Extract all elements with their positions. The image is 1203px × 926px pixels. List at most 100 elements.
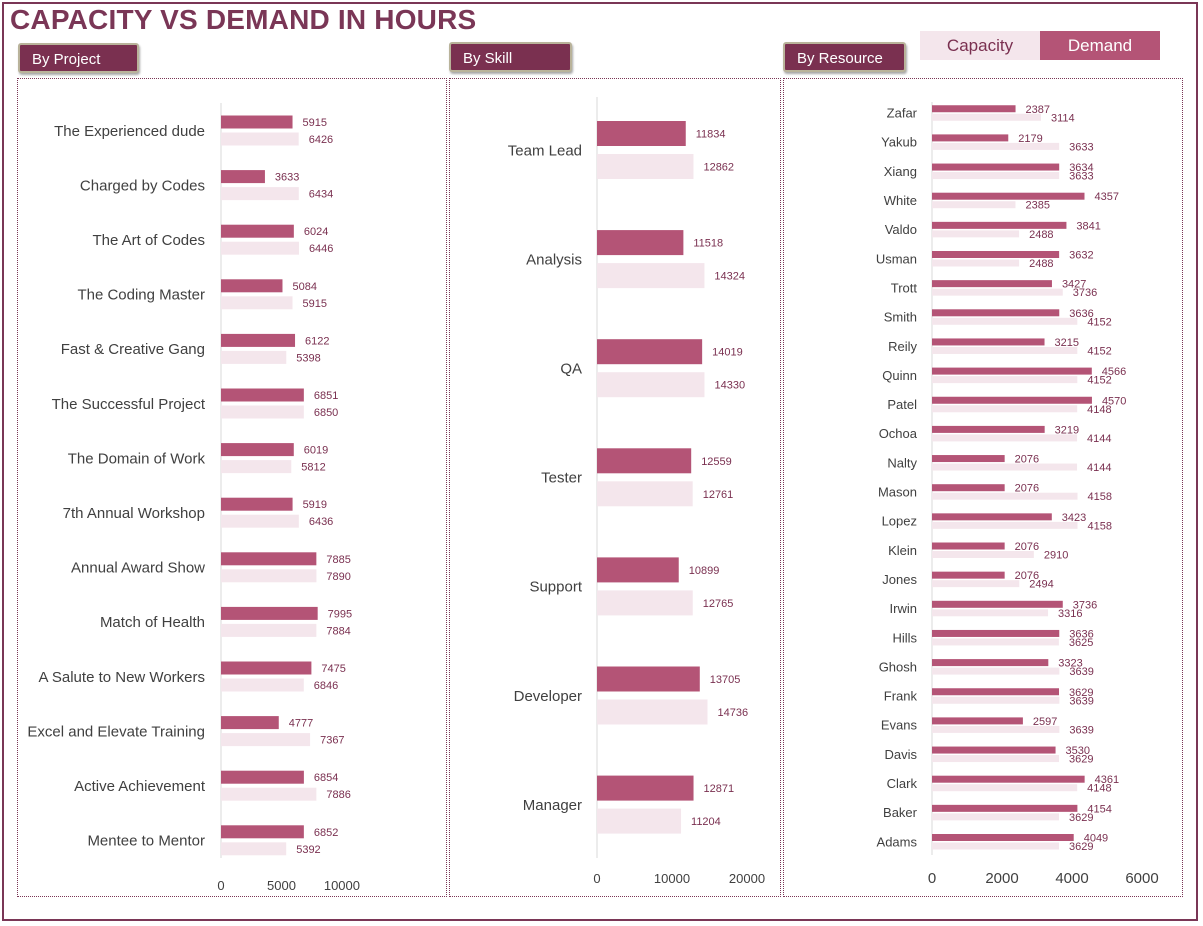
resource-capacity-value-label: 2488 [1029,258,1053,270]
resource-x-tick-label: 6000 [1125,870,1158,887]
resource-chart-panel [783,78,1183,897]
skill-demand-bar [597,230,684,256]
resource-capacity-bar [932,230,1020,238]
resource-category-label: Ochoa [879,426,918,441]
project-category-label: A Salute to New Workers [39,669,205,686]
by-resource-button[interactable]: By Resource [783,42,906,72]
skill-category-label: Developer [514,688,582,705]
resource-capacity-bar [932,259,1020,267]
resource-capacity-value-label: 4158 [1088,491,1112,503]
resource-demand-value-label: 3632 [1069,250,1093,262]
project-category-label: The Experienced dude [54,123,205,140]
project-demand-bar [221,170,265,184]
resource-capacity-bar [932,580,1020,588]
resource-category-label: Quinn [882,368,917,383]
resource-capacity-value-label: 4152 [1087,345,1111,357]
project-category-label: The Successful Project [52,396,206,413]
resource-category-label: Baker [883,805,918,820]
resource-capacity-value-label: 4144 [1087,462,1111,474]
resource-capacity-bar [932,463,1078,471]
resource-demand-bar [932,367,1092,375]
project-demand-bar [221,443,294,457]
resource-demand-bar [932,600,1063,608]
project-capacity-bar [221,350,287,364]
resource-demand-value-label: 2597 [1033,716,1057,728]
skill-capacity-value-label: 14330 [714,380,745,392]
resource-demand-bar [932,192,1085,200]
project-capacity-value-label: 6436 [309,516,333,528]
project-demand-value-label: 7885 [326,554,350,566]
project-capacity-value-label: 5398 [296,352,320,364]
resource-capacity-value-label: 3639 [1069,666,1093,678]
skill-demand-value-label: 11518 [693,238,723,250]
resource-capacity-bar [932,725,1060,733]
resource-capacity-bar [932,288,1063,296]
project-category-label: Charged by Codes [80,177,205,194]
skill-capacity-value-label: 14324 [714,271,745,283]
resource-demand-bar [932,221,1067,229]
resource-capacity-value-label: 3114 [1051,112,1075,124]
skill-capacity-value-label: 12765 [703,598,734,610]
resource-demand-bar [932,629,1060,637]
resource-category-label: Patel [887,397,917,412]
resource-demand-bar [932,338,1045,346]
resource-category-label: Hills [892,630,917,645]
resource-capacity-bar [932,434,1078,442]
resource-demand-value-label: 3634 [1069,162,1093,174]
legend-demand-button[interactable]: Demand [1040,31,1160,60]
resource-category-label: Smith [884,310,917,325]
resource-demand-bar [932,251,1060,258]
skill-category-label: Analysis [526,251,582,268]
resource-capacity-value-label: 4152 [1087,316,1111,328]
resource-capacity-bar [932,376,1078,384]
skill-x-tick-label: 20000 [729,871,765,886]
project-capacity-bar [221,187,299,201]
by-skill-button[interactable]: By Skill [449,42,572,72]
project-capacity-value-label: 6434 [309,189,333,201]
project-capacity-bar [221,296,293,310]
resource-demand-value-label: 4357 [1094,191,1118,203]
skill-category-label: QA [560,360,582,377]
resource-capacity-value-label: 4152 [1087,375,1111,387]
resource-category-label: Zafar [887,106,918,121]
resource-demand-bar [932,280,1052,288]
project-demand-value-label: 6852 [314,827,338,839]
resource-capacity-value-label: 4148 [1087,404,1111,416]
by-project-button[interactable]: By Project [18,43,139,73]
resource-capacity-bar [932,405,1078,413]
project-category-label: Excel and Elevate Training [27,723,205,740]
resource-category-label: White [884,193,917,208]
resource-capacity-bar [932,142,1060,150]
skill-category-label: Tester [541,470,582,487]
project-x-tick-label: 0 [217,878,224,893]
resource-capacity-value-label: 3639 [1069,724,1093,736]
resource-category-label: Trott [891,280,918,295]
resource-demand-bar [932,542,1005,550]
skill-demand-bar [597,121,686,146]
resource-demand-bar [932,571,1005,579]
skill-demand-value-label: 14019 [712,347,743,359]
project-capacity-value-label: 6426 [309,134,333,146]
resource-demand-bar [932,105,1016,113]
skill-x-tick-label: 0 [593,871,600,886]
resource-capacity-bar [932,113,1041,121]
project-demand-bar [221,279,283,293]
resource-demand-value-label: 3323 [1058,658,1082,670]
project-demand-bar [221,552,317,566]
skill-demand-value-label: 10899 [689,565,720,577]
project-demand-value-label: 7475 [321,663,345,675]
resource-demand-value-label: 3636 [1069,628,1093,640]
resource-capacity-bar [932,755,1060,763]
resource-category-label: Nalty [887,455,917,470]
resource-demand-bar [932,659,1049,667]
resource-capacity-bar [932,696,1060,704]
resource-capacity-value-label: 3633 [1069,141,1093,153]
skill-capacity-value-label: 12761 [703,489,734,501]
resource-demand-bar [932,513,1052,521]
resource-category-label: Clark [887,776,918,791]
legend-capacity-button[interactable]: Capacity [920,31,1040,60]
project-category-label: Annual Award Show [71,560,205,577]
resource-demand-bar [932,775,1085,783]
skill-demand-value-label: 12559 [701,456,732,468]
resource-capacity-bar [932,813,1060,821]
